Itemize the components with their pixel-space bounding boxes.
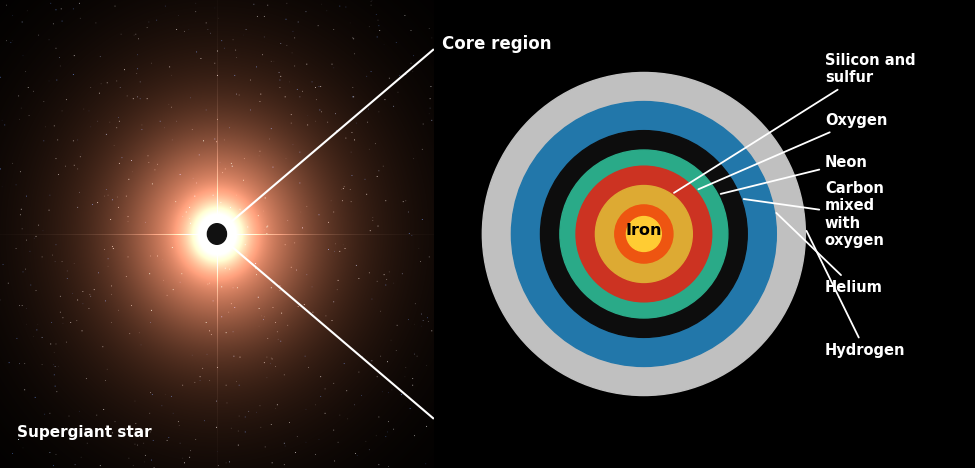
Text: Helium: Helium xyxy=(776,213,882,295)
Circle shape xyxy=(540,131,747,337)
Circle shape xyxy=(615,205,673,263)
Text: Carbon
mixed
with
oxygen: Carbon mixed with oxygen xyxy=(744,181,884,248)
Circle shape xyxy=(483,73,805,395)
Circle shape xyxy=(596,185,692,283)
Text: Oxygen: Oxygen xyxy=(698,113,887,189)
Circle shape xyxy=(576,166,712,302)
Circle shape xyxy=(208,224,226,244)
Circle shape xyxy=(560,150,728,318)
Text: Supergiant star: Supergiant star xyxy=(18,425,152,440)
Circle shape xyxy=(626,217,661,251)
Text: Neon: Neon xyxy=(721,155,868,194)
Text: Hydrogen: Hydrogen xyxy=(806,231,905,358)
Text: Silicon and
sulfur: Silicon and sulfur xyxy=(674,53,916,193)
Text: Iron: Iron xyxy=(626,223,662,238)
Text: Core region: Core region xyxy=(442,35,552,53)
Circle shape xyxy=(512,102,776,366)
